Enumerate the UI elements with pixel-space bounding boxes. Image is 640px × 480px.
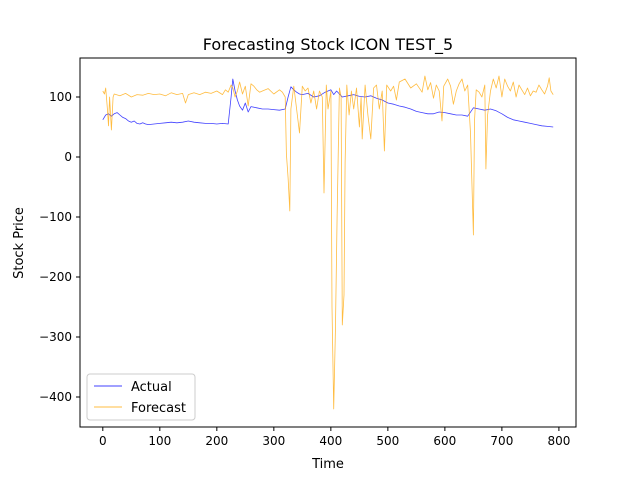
x-tick-label: 300	[262, 434, 285, 448]
y-tick-label: 100	[49, 90, 72, 104]
x-tick-label: 800	[547, 434, 570, 448]
x-tick-label: 400	[319, 434, 342, 448]
y-ticks: −400 −300 −200 −100 0 100	[39, 90, 80, 404]
series-line-forecast	[102, 75, 554, 410]
x-tick-label: 500	[376, 434, 399, 448]
legend-label-forecast: Forecast	[131, 401, 186, 416]
y-tick-label: −400	[39, 390, 72, 404]
x-tick-label: 700	[490, 434, 513, 448]
x-axis-label: Time	[311, 457, 344, 472]
plot-frame	[79, 57, 577, 428]
x-tick-label: 100	[148, 434, 171, 448]
y-tick-label: −300	[39, 330, 72, 344]
x-ticks: 0 100 200 300 400 500 600 700 800	[99, 427, 570, 448]
x-tick-label: 600	[433, 434, 456, 448]
y-tick-label: −200	[39, 270, 72, 284]
series-line-actual	[102, 78, 554, 128]
legend-label-actual: Actual	[131, 380, 172, 395]
series-layer	[102, 75, 554, 410]
legend: Actual Forecast	[86, 373, 196, 421]
y-tick-label: 0	[64, 150, 72, 164]
chart-title: Forecasting Stock ICON TEST_5	[203, 35, 453, 55]
x-tick-label: 200	[205, 434, 228, 448]
x-tick-label: 0	[99, 434, 107, 448]
y-axis-label: Stock Price	[12, 207, 27, 279]
y-tick-label: −100	[39, 210, 72, 224]
